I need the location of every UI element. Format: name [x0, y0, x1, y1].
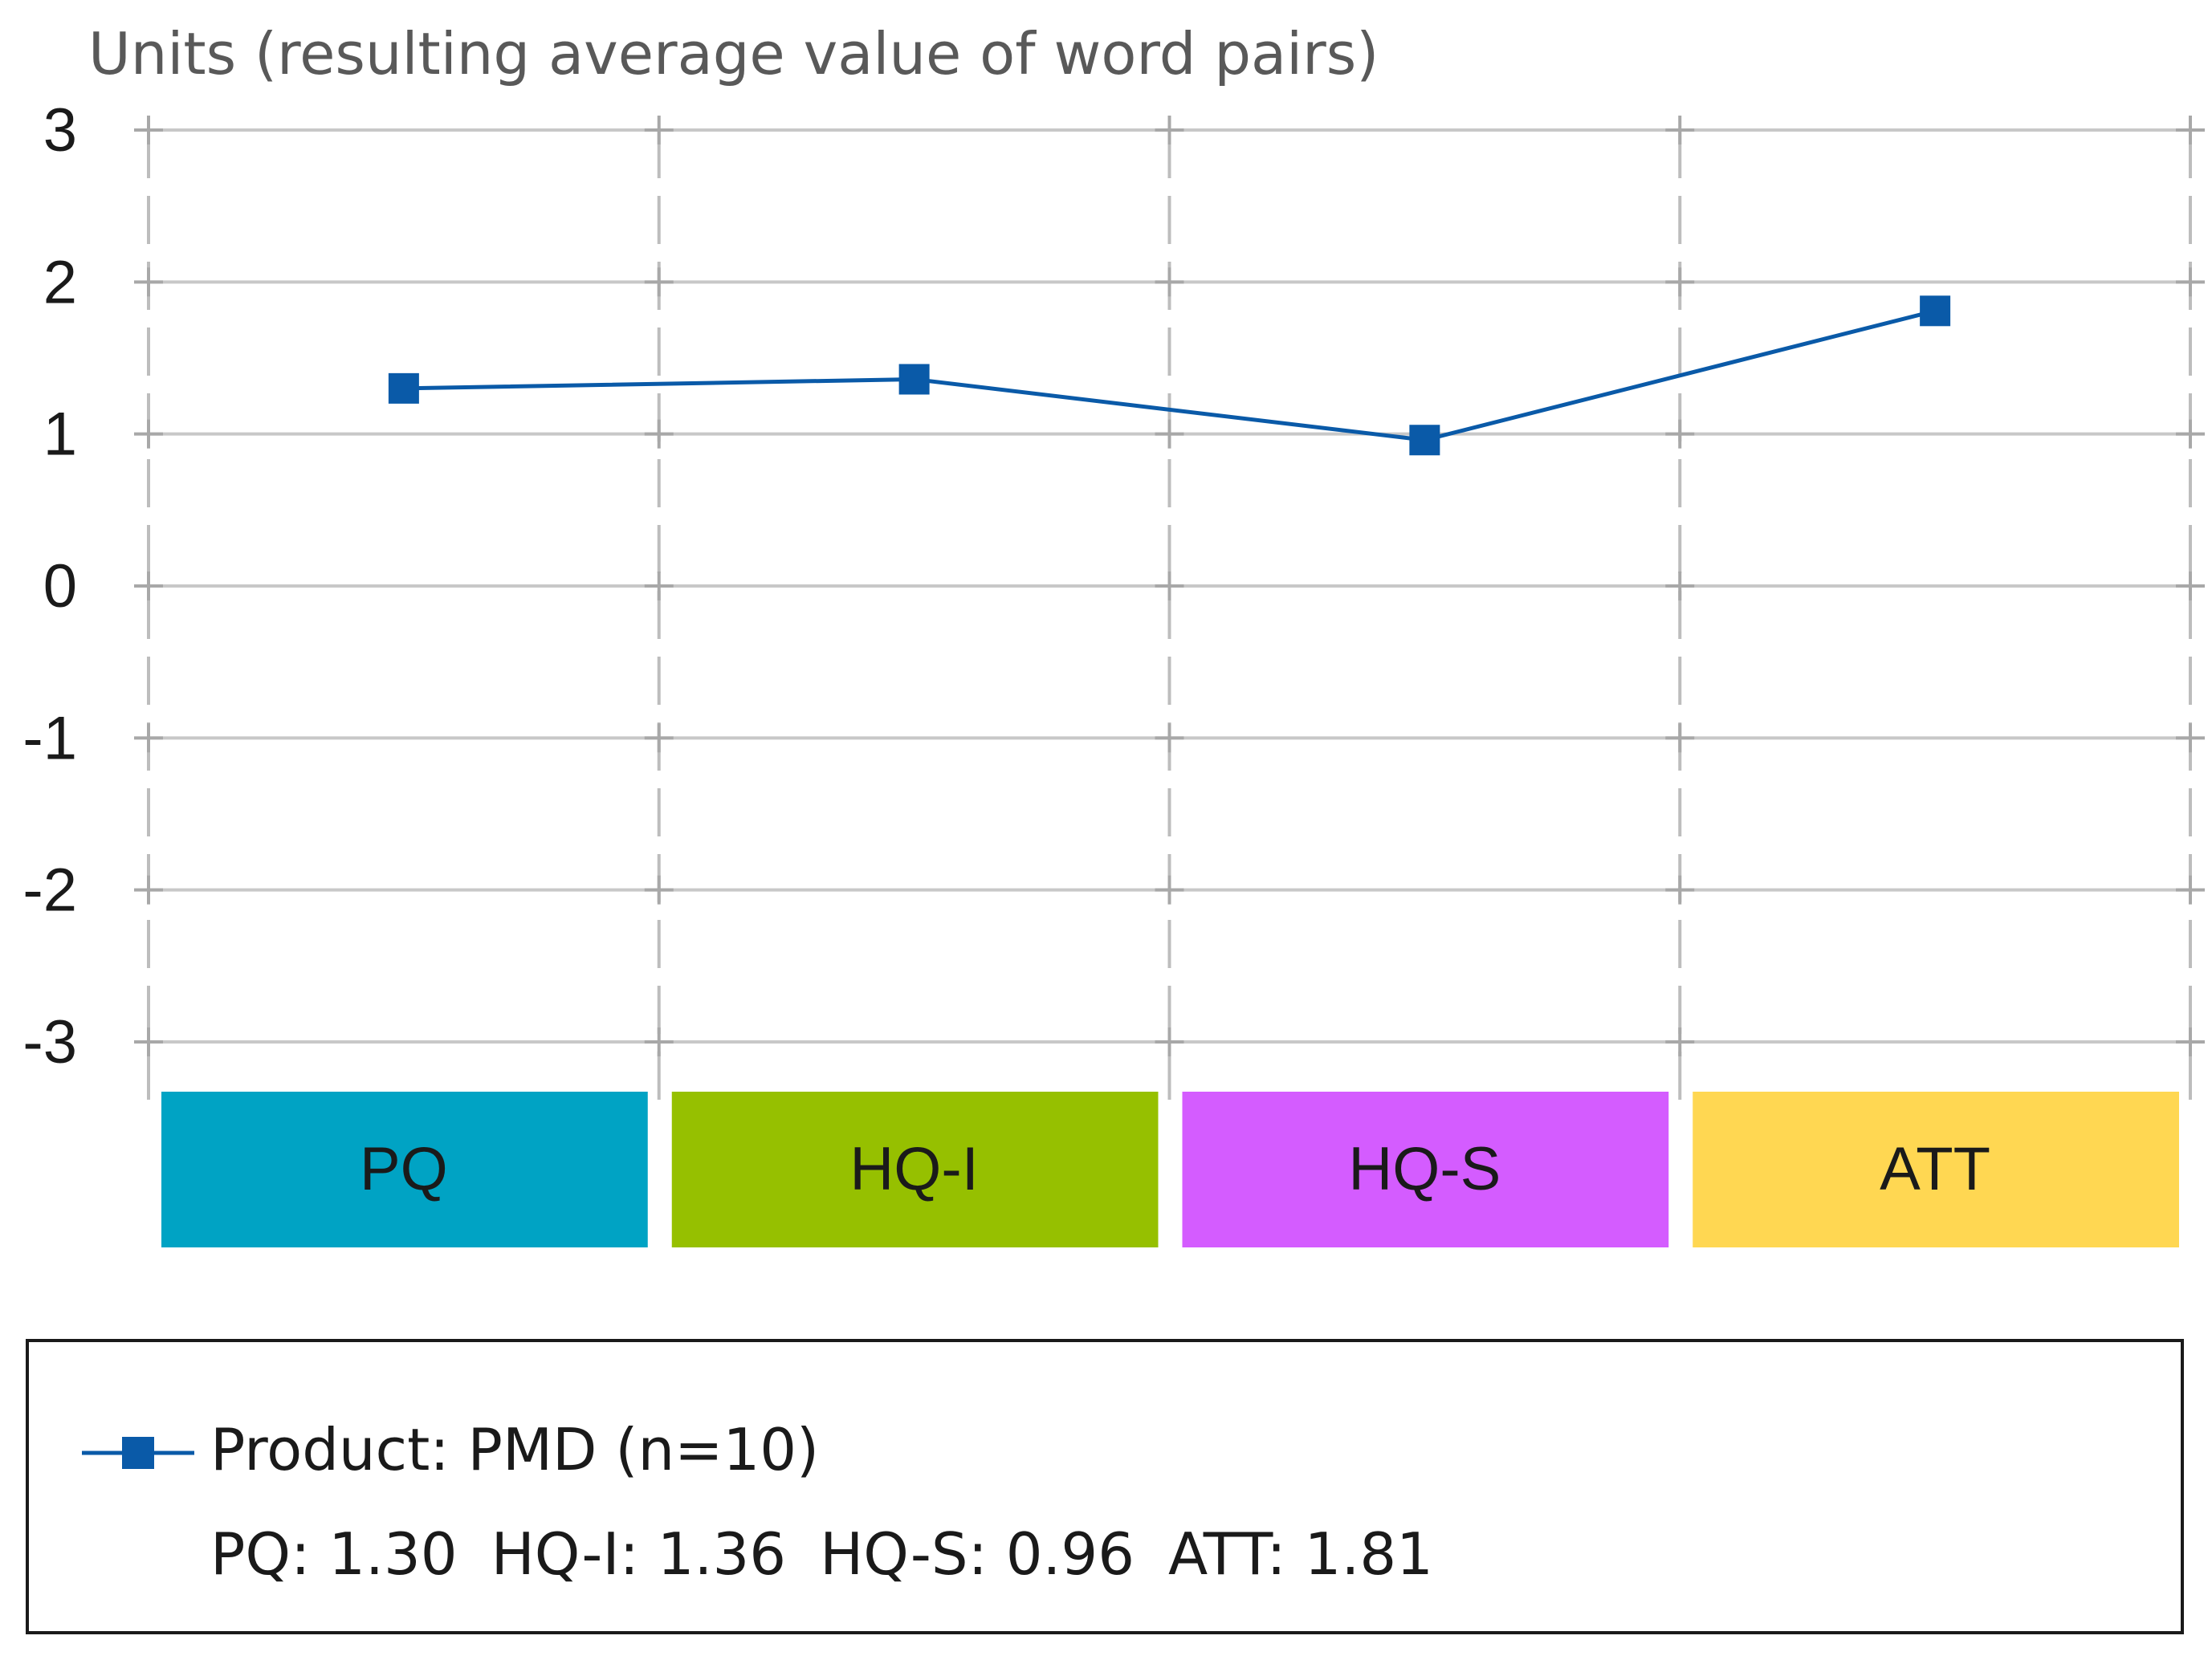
data-point-pq	[388, 372, 419, 404]
category-label-pq: PQ	[360, 1135, 448, 1203]
legend-summary-att: ATT: 1.81	[1168, 1520, 1433, 1588]
data-point-hq-i	[898, 364, 930, 395]
category-label-att: ATT	[1880, 1135, 1990, 1203]
y-tick-label-4: -1	[22, 704, 77, 772]
category-bands: PQ HQ-I HQ-S ATT	[161, 1092, 2179, 1247]
legend-summary-hqi: HQ-I: 1.36	[491, 1520, 787, 1588]
legend-summary-hqs: HQ-S: 0.96	[820, 1520, 1135, 1588]
y-tick-label-2: 1	[43, 401, 77, 469]
y-tick-label-6: -3	[22, 1008, 77, 1076]
y-axis: 3 2 1 0 -1 -2 -3	[22, 96, 77, 1076]
category-band-hq-i	[671, 1092, 1159, 1247]
category-label-hq-i: HQ-I	[849, 1135, 978, 1203]
data-point-hq-s	[1409, 425, 1440, 456]
y-axis-title: Units (resulting average value of word p…	[88, 20, 1379, 87]
y-tick-label-0: 3	[43, 96, 77, 165]
legend-summary: PQ: 1.30 HQ-I: 1.36 HQ-S: 0.96 ATT: 1.81	[210, 1520, 1467, 1588]
y-tick-label-5: -2	[22, 856, 77, 925]
series-layer	[388, 295, 1951, 456]
data-point-att	[1920, 295, 1951, 327]
y-tick-label-3: 0	[43, 552, 77, 620]
category-band-pq	[161, 1092, 648, 1247]
category-band-hq-s	[1182, 1092, 1669, 1247]
legend-summary-pq: PQ: 1.30	[210, 1520, 458, 1588]
series-line-0	[403, 308, 1936, 442]
y-tick-label-1: 2	[43, 248, 77, 316]
grid	[134, 116, 2205, 1112]
category-label-hq-s: HQ-S	[1348, 1135, 1501, 1203]
legend: Product: PMD (n=10) PQ: 1.30 HQ-I: 1.36 HQ…	[26, 1339, 2184, 1634]
category-band-att	[1693, 1092, 2179, 1247]
legend-series-label: Product: PMD (n=10)	[210, 1416, 820, 1483]
legend-series-marker	[82, 1437, 194, 1469]
